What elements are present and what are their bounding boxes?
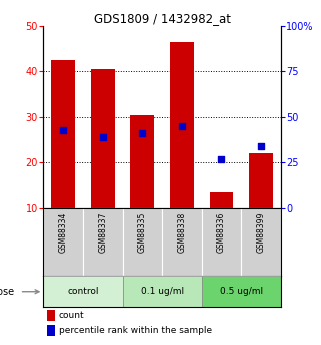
Point: [219, 156, 224, 161]
Text: control: control: [67, 287, 99, 296]
Text: GSM88335: GSM88335: [138, 211, 147, 253]
Text: GSM88336: GSM88336: [217, 211, 226, 253]
Text: 0.1 ug/ml: 0.1 ug/ml: [141, 287, 184, 296]
Bar: [43, 208, 83, 276]
Bar: [91, 69, 115, 208]
Text: count: count: [59, 311, 84, 320]
Text: 0.5 ug/ml: 0.5 ug/ml: [220, 287, 263, 296]
Point: [61, 127, 66, 132]
Point: [258, 143, 264, 149]
Bar: [162, 208, 202, 276]
Bar: [47, 309, 55, 321]
Bar: [249, 153, 273, 208]
Text: GSM88337: GSM88337: [98, 211, 107, 253]
Bar: [83, 208, 123, 276]
Bar: [123, 208, 162, 276]
Bar: [47, 325, 55, 336]
Text: dose: dose: [0, 287, 15, 297]
Bar: [123, 276, 202, 307]
Bar: [130, 115, 154, 208]
Text: percentile rank within the sample: percentile rank within the sample: [59, 326, 212, 335]
Point: [140, 130, 145, 136]
Bar: [170, 42, 194, 208]
Text: GSM88334: GSM88334: [59, 211, 68, 253]
Point: [179, 123, 185, 129]
Bar: [202, 208, 241, 276]
Text: GSM88338: GSM88338: [178, 211, 187, 253]
Text: GSM88399: GSM88399: [256, 211, 265, 253]
Bar: [51, 60, 75, 208]
Bar: [202, 276, 281, 307]
Title: GDS1809 / 1432982_at: GDS1809 / 1432982_at: [94, 12, 230, 25]
Bar: [43, 276, 123, 307]
Bar: [241, 208, 281, 276]
Bar: [210, 192, 233, 208]
Point: [100, 134, 105, 140]
